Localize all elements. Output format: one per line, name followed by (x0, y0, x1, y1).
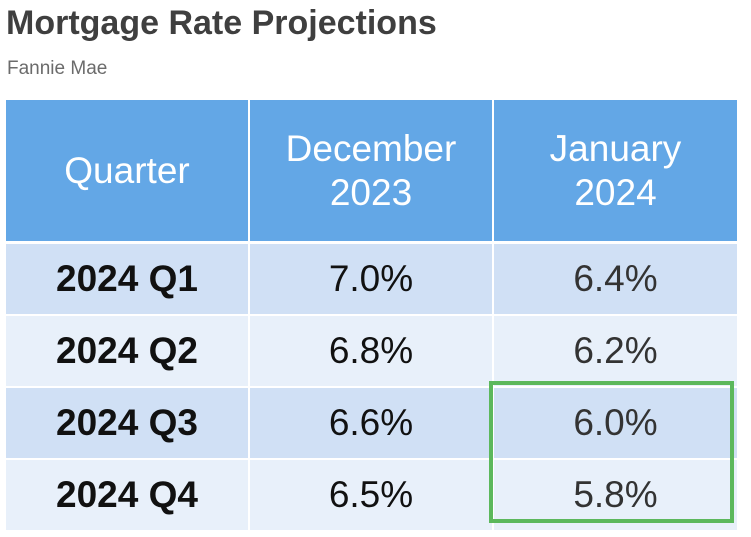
quarter-cell: 2024 Q2 (6, 315, 250, 388)
quarter-cell: 2024 Q3 (6, 387, 250, 460)
header-january-line2: 2024 (574, 171, 657, 213)
january-rate-cell: 6.4% (493, 242, 737, 316)
header-january-2024: January 2024 (493, 100, 737, 244)
header-december-line2: 2023 (329, 171, 413, 213)
january-rate-cell: 6.2% (493, 315, 737, 388)
quarter-cell: 2024 Q1 (6, 242, 250, 316)
header-row: Quarter December 2023 January 2024 (6, 100, 737, 244)
january-rate-cell: 6.0% (493, 387, 737, 460)
december-rate-cell: 6.6% (249, 387, 494, 460)
quarter-cell: 2024 Q4 (6, 459, 250, 532)
projections-table: Quarter December 2023 January 2024 2024 … (6, 100, 737, 532)
december-rate-cell: 6.8% (249, 315, 494, 388)
header-january-line1: January (549, 127, 682, 169)
table-row: 2024 Q4 6.5% 5.8% (6, 459, 737, 532)
december-rate-cell: 7.0% (249, 242, 494, 316)
december-rate-cell: 6.5% (249, 459, 494, 532)
table-row: 2024 Q2 6.8% 6.2% (6, 315, 737, 388)
page-title: Mortgage Rate Projections (6, 4, 437, 42)
table-row: 2024 Q3 6.6% 6.0% (6, 387, 737, 460)
header-quarter: Quarter (6, 100, 250, 244)
table-row: 2024 Q1 7.0% 6.4% (6, 242, 737, 316)
header-december-2023: December 2023 (249, 100, 494, 244)
source-subtitle: Fannie Mae (7, 58, 108, 79)
january-rate-cell: 5.8% (493, 459, 737, 532)
header-december-line1: December (285, 127, 457, 169)
header-quarter-label: Quarter (64, 149, 190, 191)
